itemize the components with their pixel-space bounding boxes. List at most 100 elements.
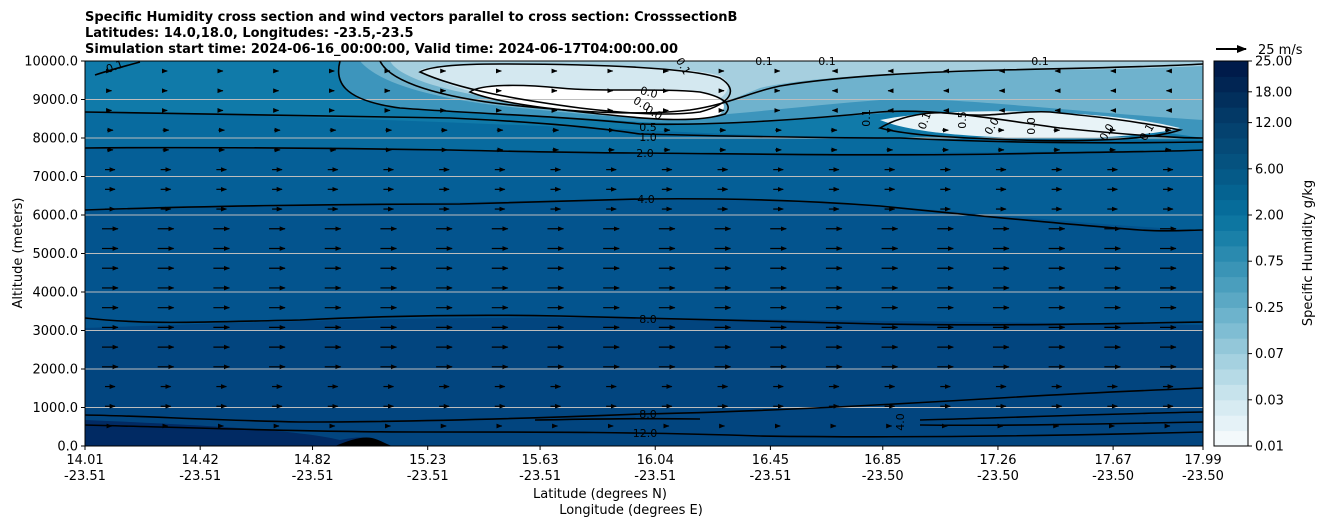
contour-4: [85, 197, 1203, 232]
colorbar-segment: [1214, 292, 1248, 308]
contour-label-1: 1.0: [639, 131, 657, 144]
colorbar-segment: [1214, 91, 1248, 108]
colorbar-segment: [1214, 369, 1248, 385]
x-tick-label-lat: 17.67: [1095, 453, 1132, 468]
x-tick-label-lon: -23.51: [634, 469, 676, 484]
colorbar-segment: [1214, 261, 1248, 278]
contour-8: [85, 314, 1203, 326]
colorbar-label: Specific Humidity g/kg: [1301, 180, 1316, 326]
contour-8-low-b: [534, 411, 1203, 421]
colorbar-tick-label: 25.00: [1255, 55, 1292, 70]
y-axis: 0.0 1000.0 2000.0 3000.0 4000.0 5000.0 6000.0 7…: [24, 55, 85, 455]
plot-area: [85, 61, 1203, 446]
x-tick-label-lon: -23.51: [519, 469, 561, 484]
colorbar-segment: [1214, 353, 1248, 370]
contour-1: [85, 111, 1203, 144]
x-tick-label-lat: 16.85: [864, 453, 901, 468]
colorbar-segment: [1214, 245, 1248, 262]
contour-8-low: [85, 387, 1203, 423]
y-axis-label: Altitude (meters): [11, 198, 26, 309]
x-tick-label-lat: 14.42: [182, 453, 219, 468]
x-tick-label-lon: -23.50: [977, 469, 1019, 484]
contour-0.0-a: [418, 63, 732, 115]
colorbar-tick-label: 12.00: [1255, 116, 1292, 131]
contour-12: [85, 424, 1203, 438]
x-tick-label-lat: 15.23: [409, 453, 446, 468]
contour-label-4: 4.0: [637, 193, 655, 206]
colorbar-segment: [1214, 107, 1248, 124]
colorbar-segment: [1214, 415, 1248, 432]
colorbar-ticks: 0.01 0.03 0.07 0.25 0.75 2.00 6.00 12.00 18.00 25…: [1248, 55, 1292, 455]
contour-2: [85, 146, 1203, 156]
colorbar-segment: [1214, 153, 1248, 170]
colorbar-tick-label: 0.07: [1255, 347, 1284, 362]
x-tick-label-lon: -23.51: [64, 469, 106, 484]
colorbar-tick-label: 6.00: [1255, 162, 1284, 177]
y-tick-label: 7000.0: [33, 170, 79, 185]
contour-label-2: 2.0: [636, 147, 654, 160]
colorbar-segment: [1214, 215, 1248, 231]
contour-0.0-c: [94, 61, 141, 76]
x-tick-label-lat: 17.99: [1184, 453, 1221, 468]
colorbar-segment: [1214, 168, 1248, 185]
x-tick-label-lon: -23.50: [1182, 469, 1224, 484]
x-tick-label-lon: -23.50: [1092, 469, 1134, 484]
contour-label-4-low: 4.0: [894, 413, 907, 431]
contour-0.1-b: [877, 110, 1184, 142]
x-tick-label-lon: -23.51: [407, 469, 449, 484]
colorbar-tick-label: 18.00: [1255, 85, 1292, 100]
colorbar-segment: [1214, 61, 1248, 77]
colorbar-frame: [1213, 60, 1249, 447]
gridlines: [85, 99, 1203, 408]
quiver-key-label: 25 m/s: [1258, 43, 1303, 58]
x-axis-label-longitude: Longitude (degrees E): [559, 503, 703, 518]
contour-label-0.0-e: 0.0: [1025, 117, 1038, 135]
colorbar-segment: [1214, 199, 1248, 216]
chart-title-line-3: Simulation start time: 2024-06-16_00:00:…: [85, 42, 678, 57]
x-tick-label-lat: 16.45: [752, 453, 789, 468]
contour-label-0.1-a: 0.1: [860, 109, 873, 127]
chart-title-line-2: Latitudes: 14.0,18.0, Longitudes: -23.5,…: [85, 26, 414, 41]
contour-4-low: [919, 421, 1203, 427]
x-tick-label-lat: 14.82: [294, 453, 331, 468]
x-tick-label-lon: -23.51: [179, 469, 221, 484]
contour-label-12: 12.0: [633, 427, 658, 440]
y-tick-label: 9000.0: [33, 93, 79, 108]
colorbar-segment: [1214, 122, 1248, 139]
colorbar-tick-label: 2.00: [1255, 209, 1284, 224]
quiver-key: 25 m/s: [1216, 43, 1303, 58]
band-driest: [470, 85, 724, 120]
colorbar-tick-label: 0.01: [1255, 440, 1284, 455]
colorbar-segment: [1214, 384, 1248, 401]
colorbar-segment: [1214, 322, 1248, 339]
wind-vectors: [102, 68, 1177, 429]
y-tick-label: 2000.0: [33, 363, 79, 378]
colorbar-segment: [1214, 184, 1248, 201]
contour-label-0.1-b: 0.1: [916, 110, 934, 131]
colorbar-segment: [1214, 276, 1248, 293]
y-tick-label: 8000.0: [33, 132, 79, 147]
colorbar-segment: [1214, 230, 1248, 247]
x-axis-label-latitude: Latitude (degrees N): [533, 487, 667, 502]
contour-label-8: 8.0: [639, 313, 657, 326]
colorbar-segment: [1214, 307, 1248, 324]
colorbar-segment: [1214, 76, 1248, 93]
colorbar: [1214, 61, 1248, 447]
x-tick-label-lat: 16.04: [637, 453, 674, 468]
x-tick-label-lon: -23.51: [292, 469, 334, 484]
contour-label-0.0-a: 0.0: [639, 84, 659, 101]
colorbar-segment: [1214, 138, 1248, 154]
contour-label-0.5-b: 0.5: [956, 111, 969, 129]
colorbar-tick-label: 0.03: [1255, 393, 1284, 408]
colorbar-segment: [1214, 338, 1248, 355]
y-tick-label: 0.0: [57, 440, 78, 455]
y-tick-label: 4000.0: [33, 286, 79, 301]
x-axis: 14.01-23.5114.42-23.5114.82-23.5115.23-2…: [64, 446, 1224, 484]
x-tick-label-lon: -23.50: [862, 469, 904, 484]
x-tick-label-lon: -23.51: [749, 469, 791, 484]
surface-peak: [335, 437, 392, 446]
contour-label-top-left: 0.1: [104, 58, 125, 76]
x-tick-label-lat: 17.26: [979, 453, 1016, 468]
y-tick-label: 3000.0: [33, 324, 79, 339]
